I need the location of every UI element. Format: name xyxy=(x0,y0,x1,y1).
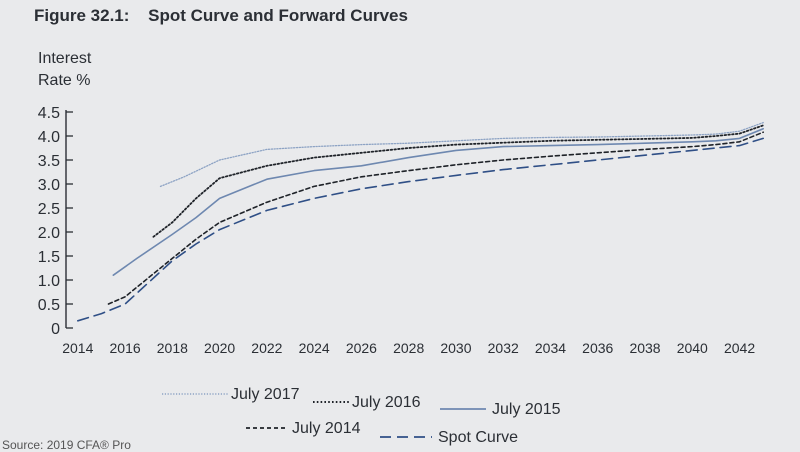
x-tick-label: 2042 xyxy=(724,340,755,356)
series-line-spot-curve xyxy=(77,137,764,322)
y-axis-label-line-2: Rate % xyxy=(38,72,91,89)
legend-label-july-2015: July 2015 xyxy=(492,401,561,418)
x-tick-label: 2036 xyxy=(582,340,613,356)
x-tick-label: 2020 xyxy=(204,340,235,356)
x-tick-label: 2038 xyxy=(629,340,660,356)
y-tick-label: 3.0 xyxy=(38,177,60,194)
y-tick-label: 1.0 xyxy=(38,273,60,290)
x-tick-label: 2016 xyxy=(110,340,141,356)
x-tick-label: 2014 xyxy=(62,340,93,356)
figure-number: Figure 32.1: xyxy=(34,6,130,25)
y-tick-label: 2.0 xyxy=(38,225,60,242)
x-tick-label: 2040 xyxy=(677,340,708,356)
x-tick-label: 2024 xyxy=(299,340,330,356)
y-tick-label: 3.5 xyxy=(38,153,60,170)
legend-label-july-2017: July 2017 xyxy=(231,386,300,403)
x-tick-label: 2032 xyxy=(488,340,519,356)
y-tick-label: 2.5 xyxy=(38,201,60,218)
series-line-july-2015 xyxy=(112,128,764,276)
series-line-july-2016 xyxy=(152,124,765,238)
series-line-july-2017 xyxy=(159,121,764,188)
y-axis-label: Interest Rate % xyxy=(38,48,91,92)
x-tick-label: 2034 xyxy=(535,340,566,356)
legend-label-july-2014: July 2014 xyxy=(292,420,361,437)
legend-label-july-2016: July 2016 xyxy=(352,394,421,411)
y-tick-label: 4.5 xyxy=(38,105,60,122)
x-tick-label: 2018 xyxy=(157,340,188,356)
y-axis-label-line-1: Interest xyxy=(38,50,92,67)
series-line-july-2014 xyxy=(107,131,764,305)
y-tick-label: 1.5 xyxy=(38,249,60,266)
figure-title-text: Spot Curve and Forward Curves xyxy=(148,6,408,25)
x-tick-label: 2026 xyxy=(346,340,377,356)
source-note: Source: 2019 CFA® Pro xyxy=(2,438,131,452)
figure-title: Figure 32.1: Spot Curve and Forward Curv… xyxy=(34,6,408,26)
x-tick-label: 2028 xyxy=(393,340,424,356)
y-tick-label: 0 xyxy=(51,321,60,338)
x-tick-label: 2030 xyxy=(440,340,471,356)
y-tick-label: 0.5 xyxy=(38,297,60,314)
x-tick-label: 2022 xyxy=(251,340,282,356)
y-tick-label: 4.0 xyxy=(38,129,60,146)
legend-label-spot-curve: Spot Curve xyxy=(438,429,518,446)
